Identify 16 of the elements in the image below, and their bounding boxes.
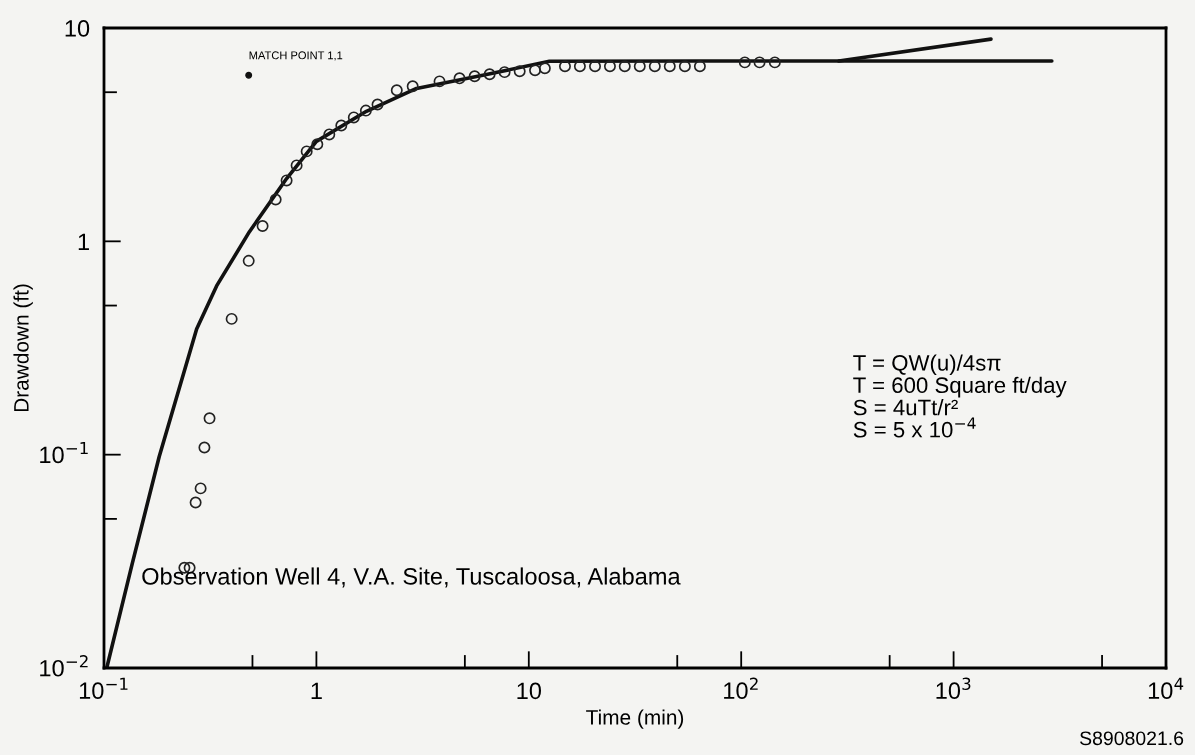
annotation: MATCH POINT 1,1 (249, 51, 343, 61)
text: S8908021.6 (1080, 731, 1184, 746)
x-tick-label: 10$^{2}$ (724, 677, 758, 700)
y-tick-label: 1 (78, 233, 89, 250)
annotation: Observation Well 4, V.A. Site, Tuscaloosa, Alabama (142, 567, 681, 588)
x-tick-label: 10$^{3}$ (936, 677, 971, 700)
x-tick-label: 10$^{4}$ (1148, 677, 1184, 700)
y-tick-label: 10$^{−1}$ (40, 441, 88, 464)
y-axis-title: Drawdown (ft) (13, 284, 33, 412)
x-tick-label: 10 (517, 682, 542, 700)
annotation: T = QW(u)/4sπ T = 600 Square ft/day S = 4uTt/r² S = 5 x 10$^{−4}$ (853, 354, 1067, 438)
x-tick-label: 10$^{−1}$ (79, 677, 128, 700)
y-tick-label: 10$^{−2}$ (40, 655, 88, 677)
x-axis-title: Time (min) (586, 709, 684, 729)
x-tick-label: 1 (311, 682, 322, 699)
y-tick-label: 10 (65, 20, 90, 37)
